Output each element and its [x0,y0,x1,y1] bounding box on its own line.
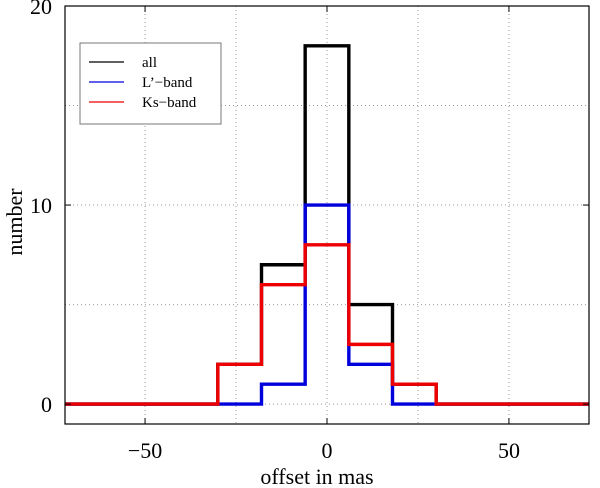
legend-label-all: all [142,55,157,71]
legend-label-ksband: Ks−band [142,95,197,111]
legend-box [79,42,222,125]
y-tick-label: 20 [30,0,52,19]
x-tick-label: 0 [322,438,333,463]
histogram-series-ksband [65,243,589,406]
legend: all L’−band Ks−band [79,42,222,125]
y-tick-label: 10 [30,193,52,218]
x-axis-label: offset in mas [260,464,373,488]
legend-label-lband: L’−band [142,75,193,91]
x-tick-label: −50 [128,438,162,463]
y-axis-label: number [2,188,27,256]
x-tick-label: 50 [498,438,520,463]
y-tick-label: 0 [41,392,52,417]
